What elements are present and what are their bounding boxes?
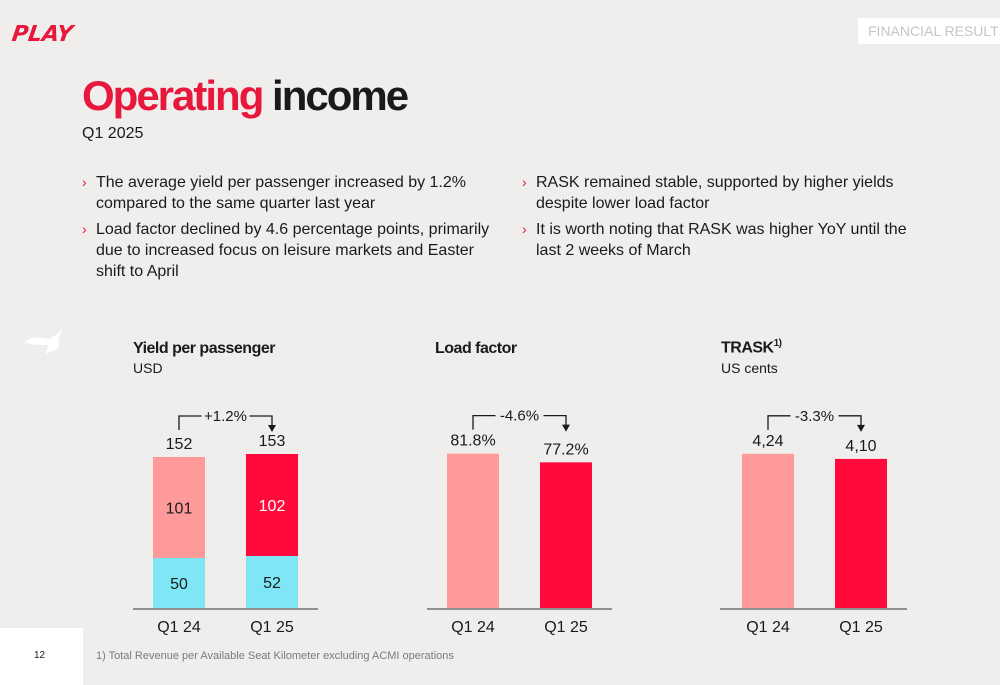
page-subtitle: Q1 2025 [82, 125, 144, 142]
change-bracket [767, 415, 862, 430]
chart-title-trask-sup: 1) [773, 338, 782, 349]
chevron-right-icon: › [82, 174, 87, 190]
bar [835, 458, 887, 608]
bar-value-label: 4,24 [752, 433, 783, 450]
bar-segment [153, 558, 205, 608]
section-tag: FINANCIAL RESULTS [858, 18, 1000, 44]
bullet-text: It is worth noting that RASK was higher … [536, 221, 907, 259]
bullet-text: The average yield per passenger increase… [96, 174, 466, 212]
x-tick-label: Q1 24 [157, 619, 201, 636]
bar-value-label: 4,10 [845, 438, 876, 455]
bar-segment [153, 457, 205, 558]
x-tick-label: Q1 24 [746, 619, 790, 636]
chart-unit-trask: US cents [721, 360, 778, 376]
bar [540, 462, 592, 608]
bar-value-label: 77.2% [543, 441, 588, 458]
chart-title-yield: Yield per passenger [133, 340, 275, 357]
change-arrow-icon [857, 424, 865, 432]
bullet-item: › Load factor declined by 4.6 percentage … [82, 219, 492, 282]
bullet-list-right: › RASK remained stable, supported by high… [522, 172, 932, 266]
title-highlight: Operating [82, 72, 264, 119]
bullet-list-left: › The average yield per passenger increas… [82, 172, 492, 287]
x-tick-label: Q1 25 [250, 619, 294, 636]
footnote: 1) Total Revenue per Available Seat Kilo… [96, 650, 454, 662]
change-arrow-icon [268, 425, 276, 432]
chart-unit-yield: USD [133, 360, 163, 376]
change-bracket [178, 415, 273, 430]
bar-segment-label: 102 [259, 498, 286, 515]
title-rest: income [272, 72, 409, 119]
change-arrow-icon [562, 424, 570, 432]
bullet-text: RASK remained stable, supported by highe… [536, 174, 894, 212]
bar-total-label: 153 [259, 433, 286, 450]
bar-segment [246, 556, 298, 608]
change-bracket [472, 415, 567, 430]
bullet-item: › RASK remained stable, supported by high… [522, 172, 932, 214]
bar-total-label: 152 [166, 436, 193, 453]
chart-title-load-factor: Load factor [435, 340, 517, 357]
bar-segment-label: 52 [263, 575, 281, 592]
bar-value-label: 81.8% [450, 433, 495, 450]
page-number-box [0, 628, 83, 685]
bar-segment [246, 454, 298, 556]
x-tick-label: Q1 25 [544, 619, 588, 636]
chevron-right-icon: › [522, 174, 527, 190]
bar-segment-label: 50 [170, 576, 188, 593]
x-tick-label: Q1 25 [839, 619, 883, 636]
x-tick-label: Q1 24 [451, 619, 495, 636]
bullet-item: › The average yield per passenger increas… [82, 172, 492, 214]
bullet-text: Load factor declined by 4.6 percentage p… [96, 221, 490, 280]
chevron-right-icon: › [522, 221, 527, 237]
chevron-right-icon: › [82, 221, 87, 237]
chart-title-trask-text: TRASK [721, 339, 774, 357]
chart-title-trask: TRASK1) [721, 338, 782, 357]
bullet-item: › It is worth noting that RASK was higher… [522, 219, 932, 261]
page-title: Operating income [82, 72, 409, 120]
bar [447, 453, 499, 608]
bar-segment-label: 101 [166, 501, 193, 518]
plane-icon [24, 330, 62, 354]
change-label: -4.6% [500, 408, 539, 425]
page-number: 12 [34, 650, 46, 661]
change-label: +1.2% [204, 408, 247, 425]
change-label: -3.3% [795, 408, 834, 425]
bar [742, 453, 794, 608]
